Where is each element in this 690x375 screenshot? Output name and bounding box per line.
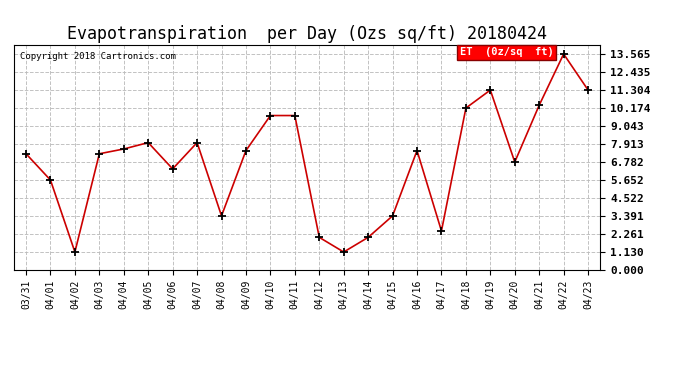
Text: ET  (0z/sq  ft): ET (0z/sq ft) <box>460 47 553 57</box>
Title: Evapotranspiration  per Day (Ozs sq/ft) 20180424: Evapotranspiration per Day (Ozs sq/ft) 2… <box>67 26 547 44</box>
Text: Copyright 2018 Cartronics.com: Copyright 2018 Cartronics.com <box>19 52 175 61</box>
